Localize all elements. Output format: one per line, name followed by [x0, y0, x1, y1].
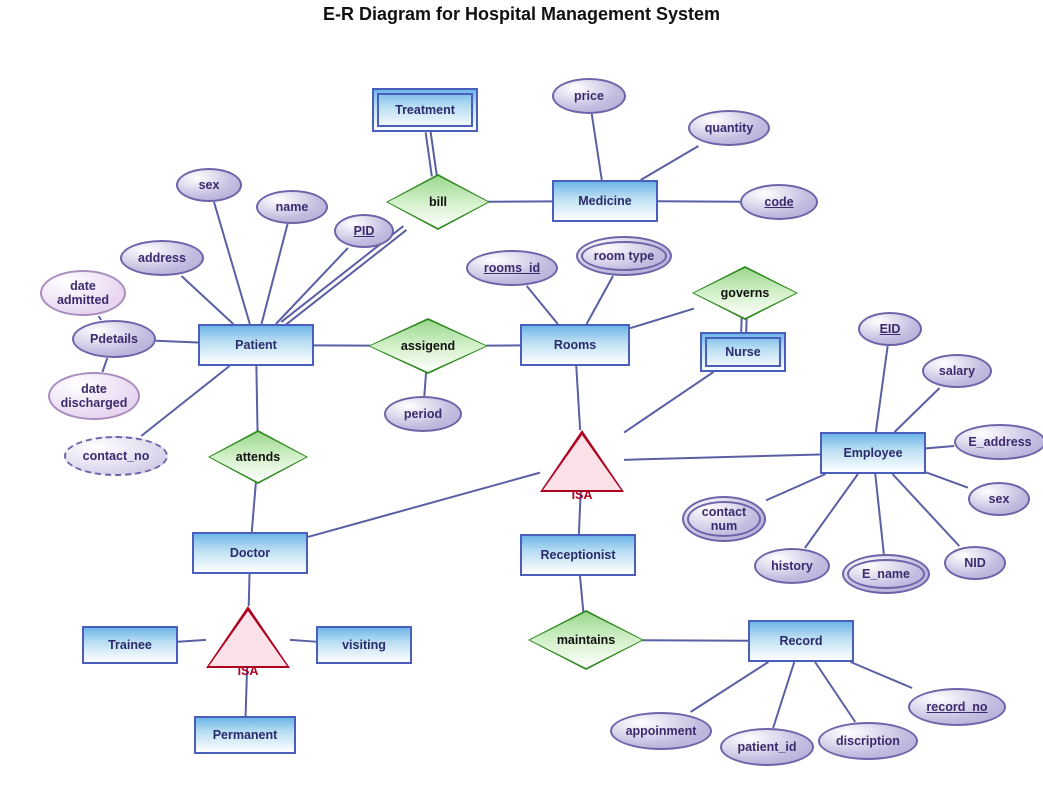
attribute-price: price: [552, 78, 626, 114]
entity-doctor: Doctor: [192, 532, 308, 574]
attribute-code: code: [740, 184, 818, 220]
attribute-rooms_id: rooms_id: [466, 250, 558, 286]
attribute-address: address: [120, 240, 204, 276]
attribute-discription: discription: [818, 722, 918, 760]
entity-permanent: Permanent: [194, 716, 296, 754]
attribute-appoinment: appoinment: [610, 712, 712, 750]
er-diagram-canvas: E-R Diagram for Hospital Management Syst…: [0, 0, 1043, 789]
attribute-date_discharged: datedischarged: [48, 372, 140, 420]
entity-patient: Patient: [198, 324, 314, 366]
attribute-pid: PID: [334, 214, 394, 248]
attribute-pdetails: Pdetails: [72, 320, 156, 358]
attribute-contact_no: contact_no: [64, 436, 168, 476]
attribute-sex_pat: sex: [176, 168, 242, 202]
entity-visiting: visiting: [316, 626, 412, 664]
entity-medicine: Medicine: [552, 180, 658, 222]
attribute-room_type: room type: [576, 236, 672, 276]
entity-record: Record: [748, 620, 854, 662]
entity-employee: Employee: [820, 432, 926, 474]
isa-isa_emp: ISA: [540, 430, 624, 492]
attribute-record_no: record_no: [908, 688, 1006, 726]
attribute-patient_id: patient_id: [720, 728, 814, 766]
attribute-e_name: E_name: [842, 554, 930, 594]
attribute-eid: EID: [858, 312, 922, 346]
entity-rooms: Rooms: [520, 324, 630, 366]
attribute-period: period: [384, 396, 462, 432]
relationship-maintains: maintains: [530, 612, 642, 668]
attribute-nid: NID: [944, 546, 1006, 580]
relationship-assigend: assigend: [370, 320, 486, 372]
edge-layer: [0, 0, 1043, 789]
attribute-quantity: quantity: [688, 110, 770, 146]
attribute-e_address: E_address: [954, 424, 1043, 460]
entity-treatment: Treatment: [372, 88, 478, 132]
attribute-name: name: [256, 190, 328, 224]
attribute-date_admitted: dateadmitted: [40, 270, 126, 316]
relationship-attends: attends: [210, 432, 306, 482]
diagram-title: E-R Diagram for Hospital Management Syst…: [0, 4, 1043, 25]
relationship-bill: bill: [388, 176, 488, 228]
attribute-history: history: [754, 548, 830, 584]
relationship-governs: governs: [694, 268, 796, 318]
entity-nurse: Nurse: [700, 332, 786, 372]
attribute-sex_emp: sex: [968, 482, 1030, 516]
attribute-contact_num: contactnum: [682, 496, 766, 542]
entity-trainee: Trainee: [82, 626, 178, 664]
attribute-salary: salary: [922, 354, 992, 388]
isa-isa_doc: ISA: [206, 606, 290, 668]
entity-receptionist: Receptionist: [520, 534, 636, 576]
